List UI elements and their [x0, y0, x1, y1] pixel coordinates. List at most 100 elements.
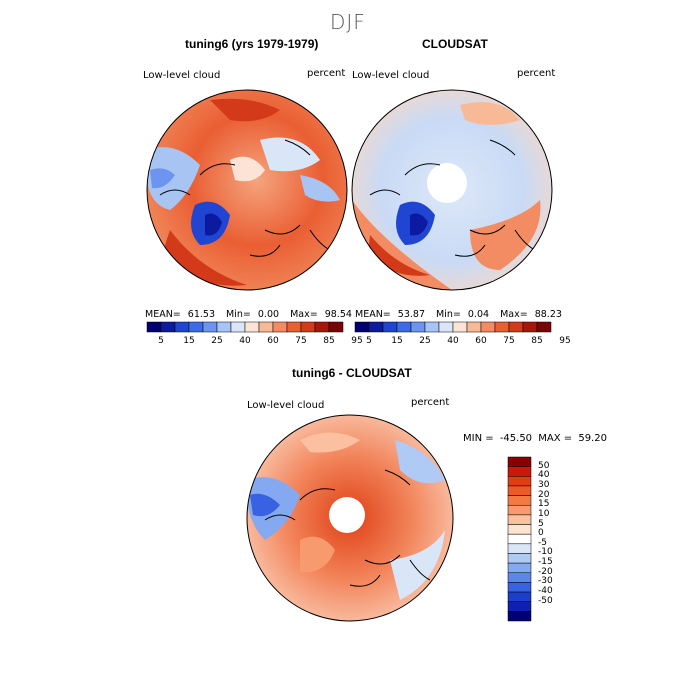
- panel-1-variable: Low-level cloud: [143, 70, 221, 81]
- colorbar-tick-label: -5: [538, 537, 547, 548]
- panel-2-max-label: Max=: [500, 309, 528, 320]
- colorbar-tick-label: -40: [538, 586, 553, 597]
- colorbar-tick-label: -50: [538, 595, 553, 606]
- panel-2-map: [352, 90, 552, 290]
- panel-1-units: percent: [307, 68, 346, 79]
- colorbar-swatch: [507, 591, 532, 602]
- colorbar-swatch: [258, 321, 274, 333]
- colorbar-swatch: [354, 321, 370, 333]
- colorbar-swatch: [146, 321, 162, 333]
- panel-2-variable: Low-level cloud: [352, 70, 430, 81]
- colorbar-swatch: [507, 524, 532, 535]
- colorbar-swatch: [507, 456, 532, 467]
- panel-2-mean-value: 53.87: [397, 309, 425, 320]
- colorbar-tick-label: 50: [538, 460, 550, 471]
- colorbar-tick-label: 95: [559, 336, 571, 346]
- panel-1-max-label: Max=: [290, 309, 318, 320]
- colorbar-swatch: [536, 321, 552, 333]
- panel-1-map: [147, 90, 347, 290]
- colorbar-swatch: [507, 601, 532, 612]
- colorbar-swatch: [507, 514, 532, 525]
- panel-1-colorbar: [146, 321, 344, 333]
- colorbar-tick-label: -20: [538, 566, 553, 577]
- panel-1-title: tuning6 (yrs 1979-1979): [185, 37, 319, 51]
- colorbar-swatch: [452, 321, 468, 333]
- difference-min-value: -45.50: [499, 433, 533, 444]
- season-title: DJF: [330, 10, 366, 34]
- colorbar-swatch: [396, 321, 412, 333]
- difference-title: tuning6 - CLOUDSAT: [292, 366, 412, 380]
- colorbar-tick-label: 75: [295, 336, 307, 346]
- colorbar-tick-label: 75: [503, 336, 515, 346]
- colorbar-swatch: [507, 476, 532, 487]
- colorbar-tick-label: 20: [538, 489, 550, 500]
- colorbar-swatch: [424, 321, 440, 333]
- colorbar-swatch: [368, 321, 384, 333]
- colorbar-swatch: [507, 485, 532, 496]
- difference-map: [247, 415, 453, 621]
- colorbar-swatch: [507, 582, 532, 593]
- panel-1-mean-value: 61.53: [187, 309, 215, 320]
- colorbar-swatch: [202, 321, 218, 333]
- colorbar-swatch: [507, 495, 532, 506]
- colorbar-tick-label: 25: [211, 336, 223, 346]
- colorbar-swatch: [244, 321, 260, 333]
- colorbar-tick-label: 40: [538, 470, 550, 481]
- colorbar-swatch: [438, 321, 454, 333]
- colorbar-swatch: [507, 466, 532, 477]
- colorbar-tick-label: 10: [538, 508, 550, 519]
- panel-2-max-value: 88.23: [534, 309, 562, 320]
- panel-2-min-label: Min=: [436, 309, 461, 320]
- panel-1-min-label: Min=: [226, 309, 251, 320]
- colorbar-swatch: [188, 321, 204, 333]
- colorbar-tick-label: 15: [391, 336, 403, 346]
- colorbar-swatch: [507, 611, 532, 622]
- colorbar-swatch: [410, 321, 426, 333]
- panel-2-min-value: 0.04: [467, 309, 490, 320]
- difference-max-label: MAX =: [538, 433, 573, 444]
- panel-1-max-value: 98.54: [324, 309, 352, 320]
- panel-1-stats: MEAN= 61.53 Min= 0.00 Max= 98.54: [145, 309, 352, 320]
- difference-minmax: MIN = -45.50 MAX = 59.20: [463, 433, 607, 444]
- colorbar-tick-label: 15: [183, 336, 195, 346]
- colorbar-tick-label: 30: [538, 479, 550, 490]
- colorbar-tick-label: 25: [419, 336, 431, 346]
- colorbar-tick-label: 0: [538, 528, 544, 539]
- colorbar-tick-label: 60: [267, 336, 279, 346]
- colorbar-tick-label: 15: [538, 499, 550, 510]
- colorbar-swatch: [230, 321, 246, 333]
- colorbar-swatch: [466, 321, 482, 333]
- colorbar-swatch: [522, 321, 538, 333]
- difference-units: percent: [411, 397, 450, 408]
- colorbar-tick-label: -15: [538, 557, 553, 568]
- panel-2-stats: MEAN= 53.87 Min= 0.04 Max= 88.23: [355, 309, 562, 320]
- colorbar-tick-label: 5: [366, 336, 372, 346]
- colorbar-tick-label: 40: [239, 336, 251, 346]
- colorbar-tick-label: 85: [531, 336, 543, 346]
- colorbar-swatch: [507, 572, 532, 583]
- colorbar-tick-label: 60: [475, 336, 487, 346]
- panel-2-mean-label: MEAN=: [355, 309, 391, 320]
- colorbar-swatch: [507, 533, 532, 545]
- panel-2-units: percent: [517, 68, 556, 79]
- colorbar-swatch: [507, 553, 532, 564]
- colorbar-swatch: [328, 321, 344, 333]
- colorbar-swatch: [314, 321, 330, 333]
- panel-1-min-value: 0.00: [257, 309, 280, 320]
- colorbar-swatch: [508, 321, 524, 333]
- colorbar-swatch: [286, 321, 302, 333]
- colorbar-swatch: [507, 562, 532, 574]
- colorbar-tick-label: 85: [323, 336, 335, 346]
- difference-variable: Low-level cloud: [247, 400, 325, 411]
- colorbar-swatch: [160, 321, 176, 333]
- colorbar-tick-label: -30: [538, 576, 553, 587]
- colorbar-swatch: [216, 321, 232, 333]
- panel-2-colorbar: [354, 321, 552, 333]
- difference-colorbar: [507, 456, 532, 622]
- colorbar-swatch: [507, 543, 532, 554]
- colorbar-tick-label: 95: [351, 336, 363, 346]
- colorbar-tick-label: 5: [538, 518, 544, 529]
- colorbar-swatch: [480, 321, 496, 333]
- colorbar-tick-label: 5: [158, 336, 164, 346]
